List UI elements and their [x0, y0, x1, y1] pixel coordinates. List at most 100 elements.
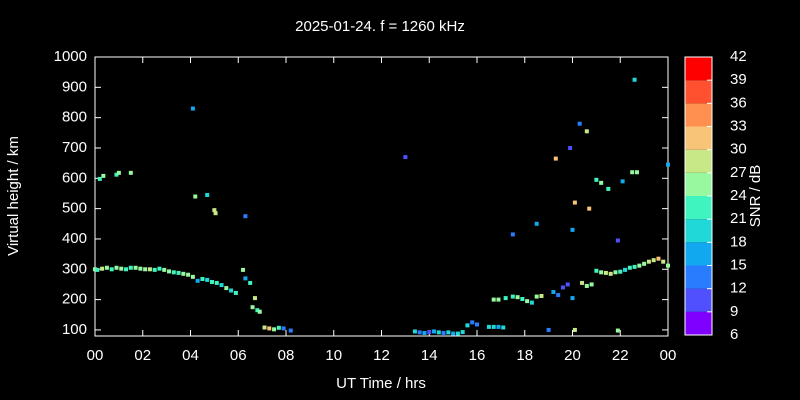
data-point: [587, 206, 592, 211]
data-point: [529, 300, 534, 305]
data-point: [618, 269, 623, 274]
data-point: [114, 172, 119, 177]
data-point: [119, 266, 124, 271]
data-point: [656, 256, 661, 261]
data-point: [181, 271, 186, 276]
y-tick-label: 700: [62, 139, 87, 156]
data-point: [213, 211, 218, 216]
data-point: [243, 276, 248, 281]
y-tick-label: 500: [62, 200, 87, 217]
colorbar-band: [685, 80, 712, 104]
data-point: [205, 192, 210, 197]
data-point: [101, 173, 106, 178]
data-point: [534, 294, 539, 299]
data-point: [243, 214, 248, 219]
colorbar-tick-label: 12: [730, 280, 747, 297]
data-point: [195, 278, 200, 283]
data-point: [427, 330, 432, 335]
colorbar-band: [685, 103, 712, 127]
data-point: [267, 326, 272, 331]
data-point: [451, 331, 456, 336]
colorbar-tick-label: 21: [730, 210, 747, 227]
y-tick-label: 900: [62, 78, 87, 95]
colorbar-band: [685, 265, 712, 289]
data-point: [556, 293, 561, 298]
x-tick-label: 00: [660, 347, 677, 364]
data-point: [606, 186, 611, 191]
colorbar-tick-label: 39: [730, 71, 747, 88]
data-point: [491, 324, 496, 329]
data-point: [589, 282, 594, 287]
data-point: [432, 329, 437, 334]
data-point: [109, 267, 114, 272]
data-point: [147, 267, 152, 272]
data-point: [95, 267, 100, 272]
colorbar-tick-label: 9: [730, 303, 738, 320]
data-point: [560, 285, 565, 290]
data-point: [272, 327, 277, 332]
data-point: [138, 266, 143, 271]
data-point: [186, 272, 191, 277]
data-point: [465, 323, 470, 328]
colorbar-band: [685, 126, 712, 150]
data-point: [248, 280, 253, 285]
data-point: [152, 267, 157, 272]
data-point: [572, 200, 577, 205]
data-point: [417, 330, 422, 335]
data-point: [252, 296, 257, 301]
data-point: [496, 324, 501, 329]
data-point: [525, 299, 530, 304]
data-point: [255, 308, 260, 313]
x-tick-label: 10: [325, 347, 342, 364]
colorbar-band: [685, 242, 712, 266]
data-point: [276, 325, 281, 330]
data-point: [661, 259, 666, 264]
y-tick-label: 300: [62, 260, 87, 277]
x-tick-label: 14: [421, 347, 438, 364]
data-point: [623, 267, 628, 272]
data-point: [100, 266, 105, 271]
data-point: [553, 156, 558, 161]
data-point: [262, 325, 267, 330]
y-tick-label: 800: [62, 109, 87, 126]
y-axis-label: Virtual height / km: [5, 136, 22, 256]
data-point: [491, 297, 496, 302]
data-point: [171, 270, 176, 275]
data-point: [584, 129, 589, 134]
colorbar-band: [685, 219, 712, 243]
y-tick-label: 100: [62, 321, 87, 338]
x-tick-label: 20: [564, 347, 581, 364]
data-point: [599, 270, 604, 275]
data-point: [205, 277, 210, 282]
data-point: [441, 330, 446, 335]
data-point: [157, 266, 162, 271]
data-point: [128, 170, 133, 175]
data-point: [666, 263, 670, 268]
data-point: [167, 269, 172, 274]
data-point: [577, 121, 582, 126]
colorbar-tick-label: 42: [730, 48, 747, 65]
data-point: [613, 270, 618, 275]
y-tick-label: 600: [62, 169, 87, 186]
colorbar-band: [685, 57, 712, 81]
colorbar-tick-label: 24: [730, 187, 747, 204]
y-tick-label: 200: [62, 291, 87, 308]
data-point: [570, 296, 575, 301]
data-point: [580, 280, 585, 285]
x-axis-label: UT Time / hrs: [336, 375, 426, 392]
colorbar-tick-label: 27: [730, 164, 747, 181]
data-point: [241, 267, 246, 272]
data-point: [93, 267, 97, 272]
data-point: [475, 322, 479, 327]
data-point: [219, 283, 224, 288]
data-point: [615, 238, 620, 243]
data-point: [193, 194, 198, 199]
data-point: [630, 170, 635, 175]
colorbar-band: [685, 311, 712, 335]
data-point: [503, 296, 508, 301]
data-point: [515, 295, 520, 300]
data-point: [570, 227, 575, 232]
data-point: [214, 280, 219, 285]
data-point: [615, 328, 620, 333]
